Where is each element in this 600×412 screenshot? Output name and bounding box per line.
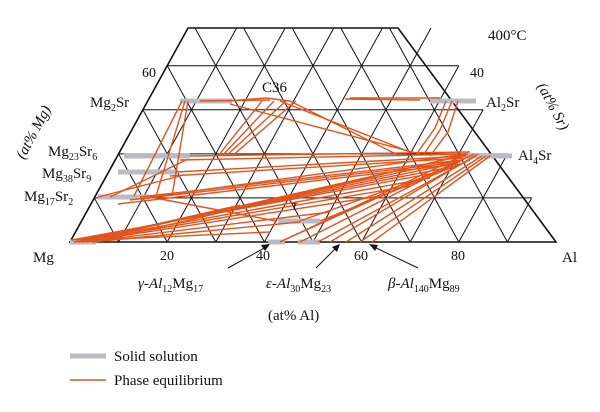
tie-low-9 [81,195,381,243]
tie-tau-12 [95,231,271,241]
phase-label-c36: C36 [262,80,288,96]
right-tick-40: 40 [470,66,484,81]
label-gamma-al12mg17: γ-Al12Mg17 [138,276,203,295]
tie-low-8 [77,185,411,243]
tie-tau-11 [149,196,277,222]
tie-mid-3 [175,155,467,173]
grid-diag-a-1 [118,27,238,243]
label-al4sr: Al4Sr [518,148,551,167]
grid-diag-a-2 [166,27,286,243]
tie-c36-right2 [279,100,411,153]
arrow-epsilon-line [315,245,339,269]
tie-tau-7 [359,155,487,243]
grid-diag-b-6 [243,27,363,243]
tie-tau-10 [299,161,467,222]
tie-c36-down3 [225,100,287,157]
tie-mg2sr-down2 [155,100,186,197]
tie-mid-6 [139,159,463,198]
bottom-tick-20: 20 [160,249,174,264]
corner-mg-label: Mg [33,250,54,266]
grid-diag-b-9 [388,27,508,243]
label-al2sr: Al2Sr [486,95,519,114]
tie-mg17sr2-2 [109,159,187,198]
tie-tau-8 [371,155,491,243]
tie-tau-6 [345,155,483,243]
tie-low-7 [73,177,431,243]
arrow-beta-line [371,245,419,269]
arrow-epsilon-head [332,244,340,252]
label-mg17sr2: Mg17Sr2 [24,189,73,208]
legend: Solid solution Phase equilibrium [70,349,223,389]
bottom-tick-40: 40 [256,249,270,264]
arrow-gamma-head [261,244,270,251]
grid-diag-b-8 [340,27,460,243]
bottom-tick-60: 60 [354,249,368,264]
arrow-beta-head [369,244,378,251]
tie-low-6 [71,171,441,241]
tie-al2sr-drop3 [429,100,459,157]
label-mg23sr6: Mg23Sr6 [48,144,97,163]
tie-al2sr-top [344,98,421,101]
grid-diag-a-5 [312,27,432,243]
tie-mid-8 [117,163,459,205]
tie-mg17sr2-1 [97,175,181,198]
grid-diag-a-7 [409,109,484,243]
ternary-grid [93,27,533,243]
grid-diag-a-9 [506,197,533,243]
bottom-tick-80: 80 [451,249,465,264]
axis-label-sr: (at% Sr) [533,80,571,133]
triangle-outline [68,27,558,243]
tie-al2sr-drop2 [423,100,453,155]
pointer-arrows [227,244,419,269]
tie-c36-down4 [231,100,297,157]
legend-solid-solution-label: Solid solution [114,349,198,365]
tie-c36-right3 [229,103,421,155]
tie-c36-mid [227,97,291,102]
legend-phase-equilibrium-label: Phase equilibrium [114,373,223,389]
temperature-label: 400°C [488,28,527,44]
label-mg38sr9: Mg38Sr9 [42,166,91,185]
label-beta-al140mg89: β-Al140Mg89 [387,276,460,295]
tie-c36-down2 [221,100,275,157]
tie-tau-3 [299,153,475,243]
phase-label-tau: τ [292,198,298,214]
axis-label-al: (at% Al) [268,308,319,324]
corner-al-label: Al [562,250,577,266]
left-tick-60: 60 [142,66,156,81]
tie-tau-5 [329,153,479,243]
phase-equilibrium-lines [71,97,491,243]
grid-diag-a-4 [263,27,383,243]
tie-low-12 [95,204,241,239]
tie-mid-2 [179,153,469,161]
tie-mg2sr-down1 [171,100,189,197]
label-mg2sr: Mg2Sr [90,95,129,114]
label-epsilon-al30mg23: ε-Al30Mg23 [266,276,331,295]
tie-low-10 [85,211,331,243]
arrow-gamma-line [227,245,269,269]
tie-mg2sr-down3 [133,100,183,197]
tie-c36-right1 [289,100,401,157]
tie-al2sr-drop [417,100,447,153]
tie-mid-1 [189,151,471,157]
